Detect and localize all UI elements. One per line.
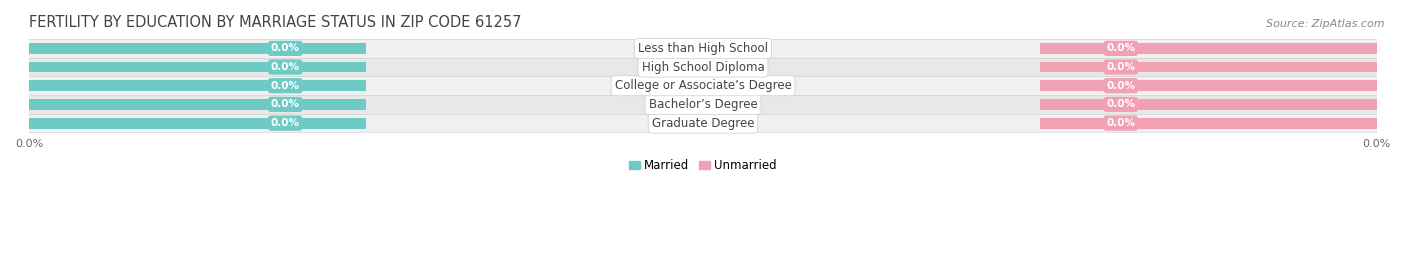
- Text: 0.0%: 0.0%: [1107, 100, 1135, 109]
- Bar: [1040, 118, 1376, 129]
- Legend: Married, Unmarried: Married, Unmarried: [624, 155, 782, 177]
- Text: High School Diploma: High School Diploma: [641, 61, 765, 73]
- Text: 0.0%: 0.0%: [271, 100, 299, 109]
- Text: 0.0%: 0.0%: [271, 118, 299, 128]
- Bar: [30, 58, 1376, 76]
- Bar: [1040, 80, 1376, 91]
- Text: Source: ZipAtlas.com: Source: ZipAtlas.com: [1267, 19, 1385, 29]
- Bar: [30, 62, 366, 72]
- Bar: [30, 80, 366, 91]
- Text: 0.0%: 0.0%: [271, 62, 299, 72]
- Text: Graduate Degree: Graduate Degree: [652, 116, 754, 130]
- Bar: [1040, 62, 1376, 72]
- Bar: [30, 114, 1376, 132]
- Bar: [1040, 43, 1376, 54]
- Text: Less than High School: Less than High School: [638, 42, 768, 55]
- Text: FERTILITY BY EDUCATION BY MARRIAGE STATUS IN ZIP CODE 61257: FERTILITY BY EDUCATION BY MARRIAGE STATU…: [30, 15, 522, 30]
- Text: College or Associate’s Degree: College or Associate’s Degree: [614, 79, 792, 92]
- Bar: [30, 99, 366, 110]
- Bar: [1040, 99, 1376, 110]
- Text: 0.0%: 0.0%: [1107, 43, 1135, 53]
- Bar: [30, 76, 1376, 95]
- Text: 0.0%: 0.0%: [1107, 62, 1135, 72]
- Text: 0.0%: 0.0%: [1107, 118, 1135, 128]
- Bar: [30, 118, 366, 129]
- Bar: [30, 43, 366, 54]
- Text: 0.0%: 0.0%: [271, 81, 299, 91]
- Text: Bachelor’s Degree: Bachelor’s Degree: [648, 98, 758, 111]
- Text: 0.0%: 0.0%: [271, 43, 299, 53]
- Text: 0.0%: 0.0%: [1107, 81, 1135, 91]
- Bar: [30, 95, 1376, 114]
- Bar: [30, 39, 1376, 58]
